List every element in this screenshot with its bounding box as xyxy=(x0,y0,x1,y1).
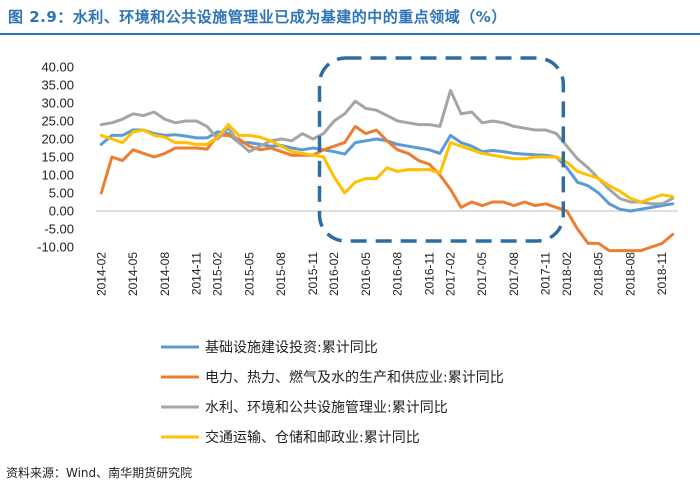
x-tick-label: 2016-02 xyxy=(327,252,341,296)
x-tick-label: 2018-08 xyxy=(623,252,637,296)
x-tick-label: 2016-05 xyxy=(359,252,373,296)
y-tick-label: 30.00 xyxy=(41,96,74,111)
x-tick-label: 2014-05 xyxy=(126,252,140,296)
x-tick-label: 2018-11 xyxy=(655,252,669,295)
x-tick-label: 2018-02 xyxy=(560,252,574,296)
x-tick-label: 2017-05 xyxy=(475,252,489,296)
legend: 基础设施建设投资:累计同比电力、热力、燃气及水的生产和供应业:累计同比水利、环境… xyxy=(161,339,504,446)
y-axis: 40.00 35.00 30.00 25.00 20.00 15.00 10.00 5.00 0… xyxy=(37,60,74,255)
highlight-box xyxy=(317,56,566,243)
x-tick-label: 2015-05 xyxy=(242,252,256,296)
y-tick-label: 25.00 xyxy=(41,114,74,129)
y-tick-label: -5.00 xyxy=(44,222,74,237)
y-tick-label: 35.00 xyxy=(41,78,74,93)
legend-label: 基础设施建设投资:累计同比 xyxy=(205,339,378,356)
series-layer xyxy=(99,88,675,253)
x-tick-label: 2017-02 xyxy=(443,252,457,296)
x-tick-label: 2016-11 xyxy=(422,252,436,295)
x-tick-label: 2014-08 xyxy=(158,252,172,296)
y-tick-label: 5.00 xyxy=(49,186,74,201)
x-tick-label: 2015-08 xyxy=(274,252,288,296)
x-tick-label: 2018-05 xyxy=(592,252,606,296)
x-tick-label: 2016-08 xyxy=(391,252,405,296)
y-tick-label: 40.00 xyxy=(41,60,74,75)
series-line xyxy=(99,124,675,253)
series-line xyxy=(99,123,675,204)
legend-label: 交通运输、仓储和邮政业:累计同比 xyxy=(205,429,420,446)
legend-label: 水利、环境和公共设施管理业:累计同比 xyxy=(205,400,448,416)
x-tick-label: 2014-11 xyxy=(190,252,204,295)
x-tick-label: 2017-11 xyxy=(539,252,553,295)
x-tick-label: 2017-08 xyxy=(507,252,521,296)
x-tick-label: 2015-02 xyxy=(211,252,225,296)
legend-label: 电力、热力、燃气及水的生产和供应业:累计同比 xyxy=(205,369,504,386)
title-underline xyxy=(0,33,700,35)
x-tick-label: 2015-11 xyxy=(306,252,320,295)
source-note: 资料来源：Wind、南华期货研究院 xyxy=(6,466,193,480)
y-tick-label: 0.00 xyxy=(49,204,74,219)
line-chart: 40.00 35.00 30.00 25.00 20.00 15.00 10.00 5.00 0… xyxy=(37,56,678,446)
y-tick-label: 20.00 xyxy=(41,132,74,147)
y-tick-label: -10.00 xyxy=(37,240,74,255)
y-tick-label: 10.00 xyxy=(41,168,74,183)
series-line xyxy=(99,88,675,206)
x-tick-label: 2014-02 xyxy=(94,252,108,296)
y-tick-label: 15.00 xyxy=(41,150,74,165)
chart-title: 图 2.9：水利、环境和公共设施管理业已成为基建的中的重点领域（%） xyxy=(8,8,507,26)
x-axis: 2014-02 2014-05 2014-08 2014-11 2015-02 2015-… xyxy=(94,210,678,296)
annotation-layer xyxy=(317,56,566,243)
